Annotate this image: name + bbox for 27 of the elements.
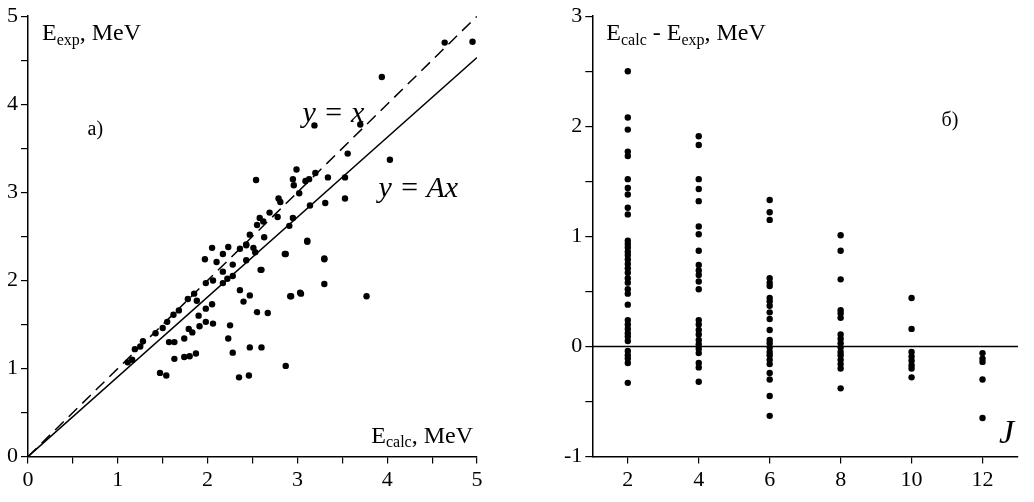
x-tick-label: 2 (622, 465, 634, 491)
x-tick-label: 4 (693, 465, 705, 491)
x-tick-label: 6 (764, 465, 776, 491)
x-tick-label: 2 (202, 465, 214, 491)
x-tick-label: 5 (471, 465, 483, 491)
annotation: а) (87, 117, 104, 141)
annotation: y = Ax (375, 169, 459, 203)
y-tick-label: 4 (7, 90, 18, 116)
y-tick-label: 5 (7, 1, 18, 27)
x-tick-label: 10 (900, 465, 923, 491)
y-tick-label: 3 (571, 1, 583, 27)
y-tick-label: 0 (7, 442, 18, 468)
annotation: б) (941, 108, 959, 132)
x-tick-label: 4 (381, 465, 393, 491)
y-tick-label: -1 (564, 442, 583, 468)
y-tick-label: 0 (571, 332, 583, 358)
y-tick-label: 1 (571, 222, 583, 248)
y-tick-label: 1 (7, 354, 18, 380)
x-tick-label: 1 (112, 465, 124, 491)
x-tick-label: 8 (835, 465, 847, 491)
y-tick-label: 3 (7, 178, 18, 204)
y-tick-label: 2 (7, 266, 18, 292)
x-tick-label: 12 (971, 465, 994, 491)
y-tick-label: 2 (571, 112, 583, 138)
annotation: y = x (299, 94, 365, 128)
x-tick-label: 3 (291, 465, 303, 491)
x-axis-title: J (998, 412, 1016, 450)
